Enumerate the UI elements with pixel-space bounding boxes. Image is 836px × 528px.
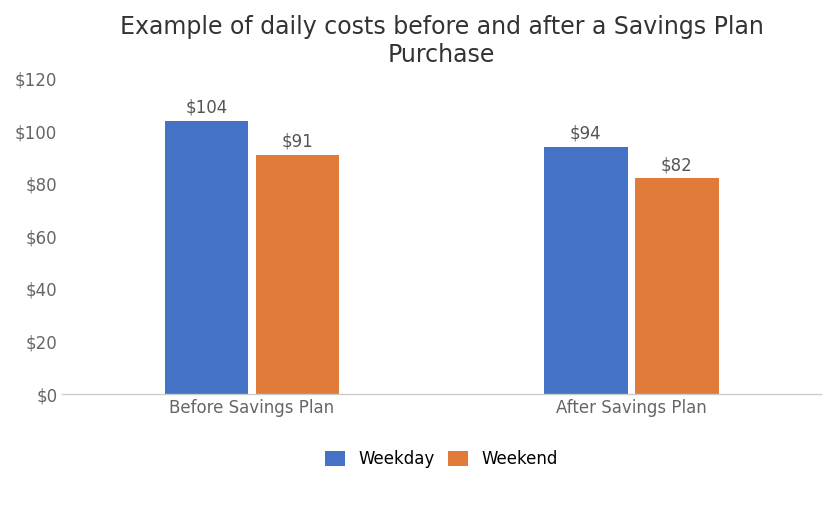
Text: $82: $82 <box>661 156 693 174</box>
Text: $94: $94 <box>570 125 602 143</box>
Bar <box>256 155 339 394</box>
Text: $104: $104 <box>186 99 227 117</box>
Title: Example of daily costs before and after a Savings Plan
Purchase: Example of daily costs before and after … <box>120 15 763 67</box>
Text: $91: $91 <box>282 133 314 151</box>
Legend: Weekday, Weekend: Weekday, Weekend <box>319 444 564 475</box>
Bar <box>544 147 628 394</box>
Bar <box>635 178 719 394</box>
Bar <box>165 120 248 394</box>
